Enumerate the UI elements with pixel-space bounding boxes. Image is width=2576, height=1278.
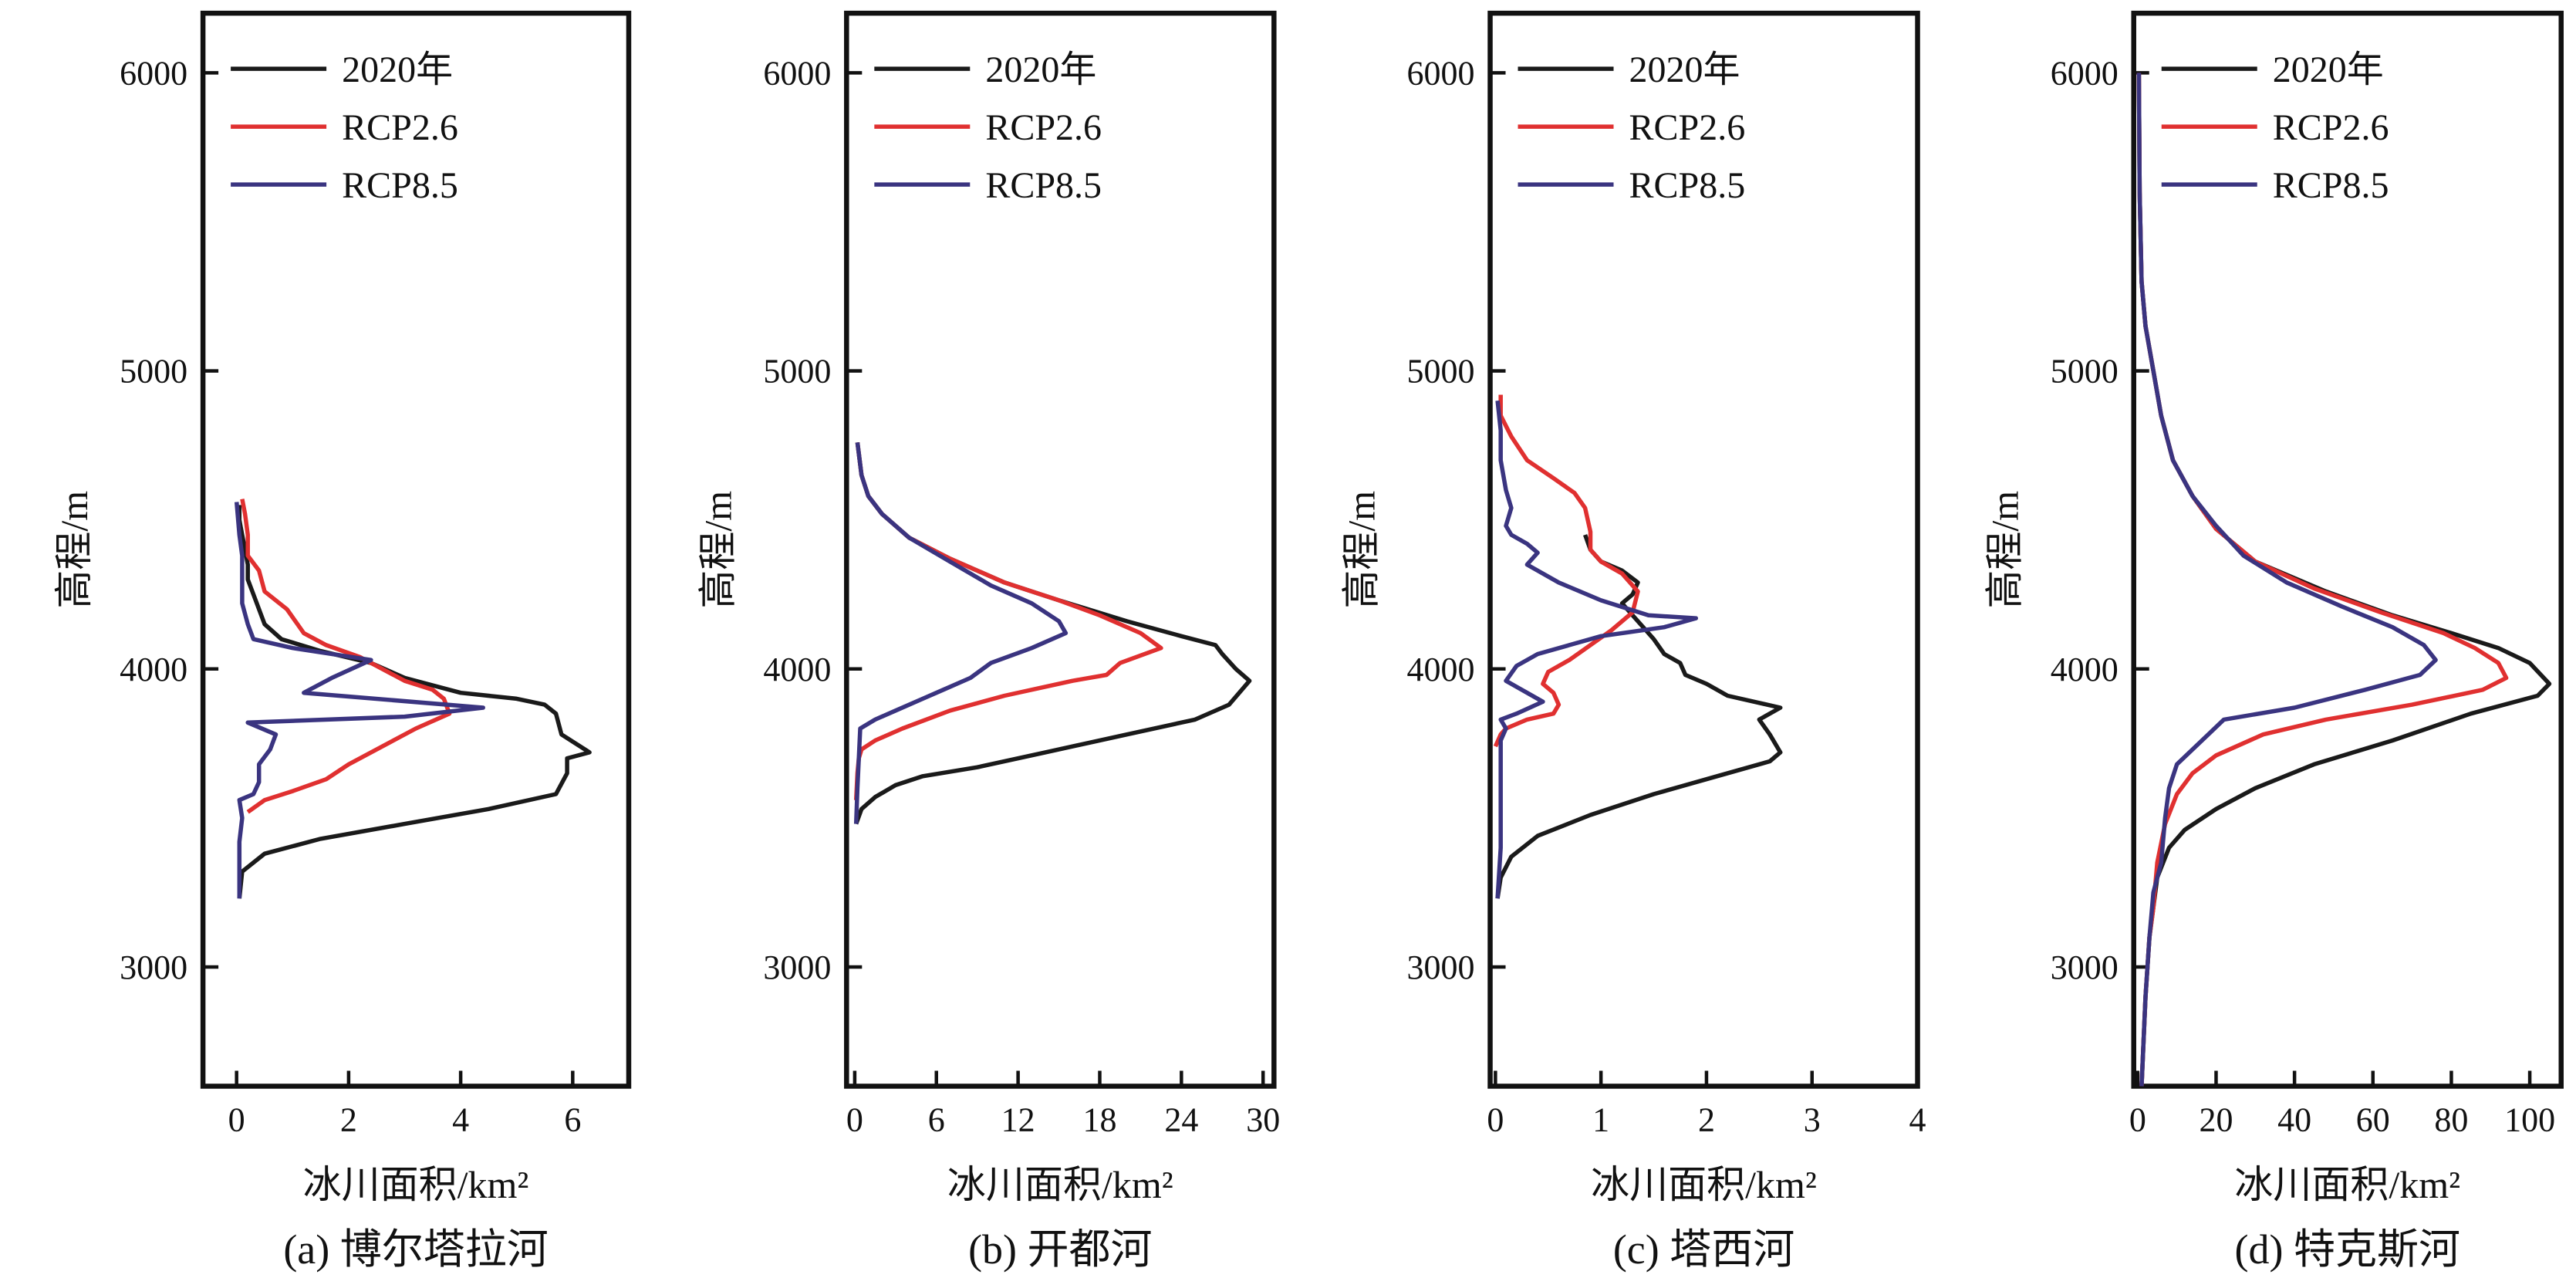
x-tick-label: 3 xyxy=(1804,1100,1821,1138)
y-tick-label: 3000 xyxy=(120,948,187,986)
series-line-RCP8.5 xyxy=(853,441,1069,824)
x-tick-label: 100 xyxy=(2504,1100,2555,1138)
legend-label: 2020年 xyxy=(985,49,1096,90)
series-line-RCP8.5 xyxy=(234,502,485,899)
x-tick-label: 0 xyxy=(228,1100,245,1138)
series-line-RCP2.6 xyxy=(1493,394,1640,748)
y-tick-label: 3000 xyxy=(2051,948,2119,986)
legend-label: RCP2.6 xyxy=(985,107,1102,148)
series-line-2020年 xyxy=(2136,73,2552,1087)
y-tick-label: 6000 xyxy=(1407,54,1475,92)
legend-label: RCP8.5 xyxy=(342,165,458,206)
x-tick-label: 40 xyxy=(2277,1100,2311,1138)
y-axis-title: 高程/m xyxy=(52,491,96,609)
x-axis-title: 冰川面积/km² xyxy=(2234,1163,2460,1206)
legend-label: RCP2.6 xyxy=(1629,107,1746,148)
legend-label: RCP8.5 xyxy=(1629,165,1746,206)
panel-caption: (d) 特克斯河 xyxy=(2235,1226,2460,1273)
x-axis-title: 冰川面积/km² xyxy=(303,1163,529,1206)
x-axis-title: 冰川面积/km² xyxy=(947,1163,1173,1206)
plot-frame xyxy=(844,10,1277,1089)
y-tick-label: 6000 xyxy=(763,54,831,92)
x-tick-label: 80 xyxy=(2434,1100,2468,1138)
x-tick-label: 0 xyxy=(2129,1100,2146,1138)
panel-caption: (b) 开都河 xyxy=(968,1226,1152,1273)
series-line-RCP2.6 xyxy=(2136,73,2509,1087)
series-line-RCP8.5 xyxy=(1495,400,1699,899)
x-tick-label: 4 xyxy=(452,1100,469,1138)
series-line-RCP2.6 xyxy=(240,499,452,814)
series-line-RCP2.6 xyxy=(853,441,1163,800)
x-tick-label: 6 xyxy=(564,1100,581,1138)
x-tick-label: 0 xyxy=(846,1100,863,1138)
y-tick-label: 4000 xyxy=(1407,651,1475,688)
plot-frame xyxy=(200,10,632,1089)
series-line-RCP8.5 xyxy=(2136,73,2438,1087)
x-axis-title: 冰川面积/km² xyxy=(1591,1163,1817,1206)
y-tick-label: 4000 xyxy=(120,651,187,688)
y-tick-label: 6000 xyxy=(2051,54,2119,92)
legend-label: RCP8.5 xyxy=(2273,165,2389,206)
legend-label: RCP2.6 xyxy=(2273,107,2389,148)
x-tick-label: 6 xyxy=(928,1100,945,1138)
x-tick-label: 24 xyxy=(1164,1100,1198,1138)
x-tick-label: 2 xyxy=(1698,1100,1715,1138)
legend-label: RCP2.6 xyxy=(342,107,458,148)
x-tick-label: 20 xyxy=(2199,1100,2233,1138)
x-tick-label: 12 xyxy=(1001,1100,1035,1138)
y-axis-title: 高程/m xyxy=(1340,491,1383,609)
legend-label: 2020年 xyxy=(2273,49,2384,90)
y-tick-label: 4000 xyxy=(2051,651,2119,688)
panel-caption: (c) 塔西河 xyxy=(1613,1226,1794,1273)
y-tick-label: 3000 xyxy=(763,948,831,986)
x-tick-label: 30 xyxy=(1246,1100,1280,1138)
y-axis-title: 高程/m xyxy=(696,491,739,609)
y-tick-label: 3000 xyxy=(1407,948,1475,986)
series-line-2020年 xyxy=(854,441,1252,825)
x-tick-label: 2 xyxy=(340,1100,357,1138)
legend-label: 2020年 xyxy=(1629,49,1740,90)
y-tick-label: 5000 xyxy=(2051,353,2119,390)
x-tick-label: 4 xyxy=(1909,1100,1926,1138)
y-tick-label: 6000 xyxy=(120,54,187,92)
y-tick-label: 5000 xyxy=(120,353,187,390)
panel-caption: (a) 博尔塔拉河 xyxy=(283,1226,548,1273)
y-axis-title: 高程/m xyxy=(1983,491,2027,609)
plot-frame xyxy=(2131,10,2564,1089)
x-tick-label: 18 xyxy=(1082,1100,1116,1138)
legend-label: 2020年 xyxy=(342,49,453,90)
y-tick-label: 5000 xyxy=(763,353,831,390)
x-tick-label: 60 xyxy=(2356,1100,2390,1138)
plot-frame xyxy=(1487,10,1920,1089)
y-tick-label: 5000 xyxy=(1407,353,1475,390)
x-tick-label: 0 xyxy=(1487,1100,1504,1138)
y-tick-label: 4000 xyxy=(763,651,831,688)
legend-label: RCP8.5 xyxy=(985,165,1102,206)
series-line-2020年 xyxy=(237,505,592,899)
x-tick-label: 1 xyxy=(1592,1100,1609,1138)
